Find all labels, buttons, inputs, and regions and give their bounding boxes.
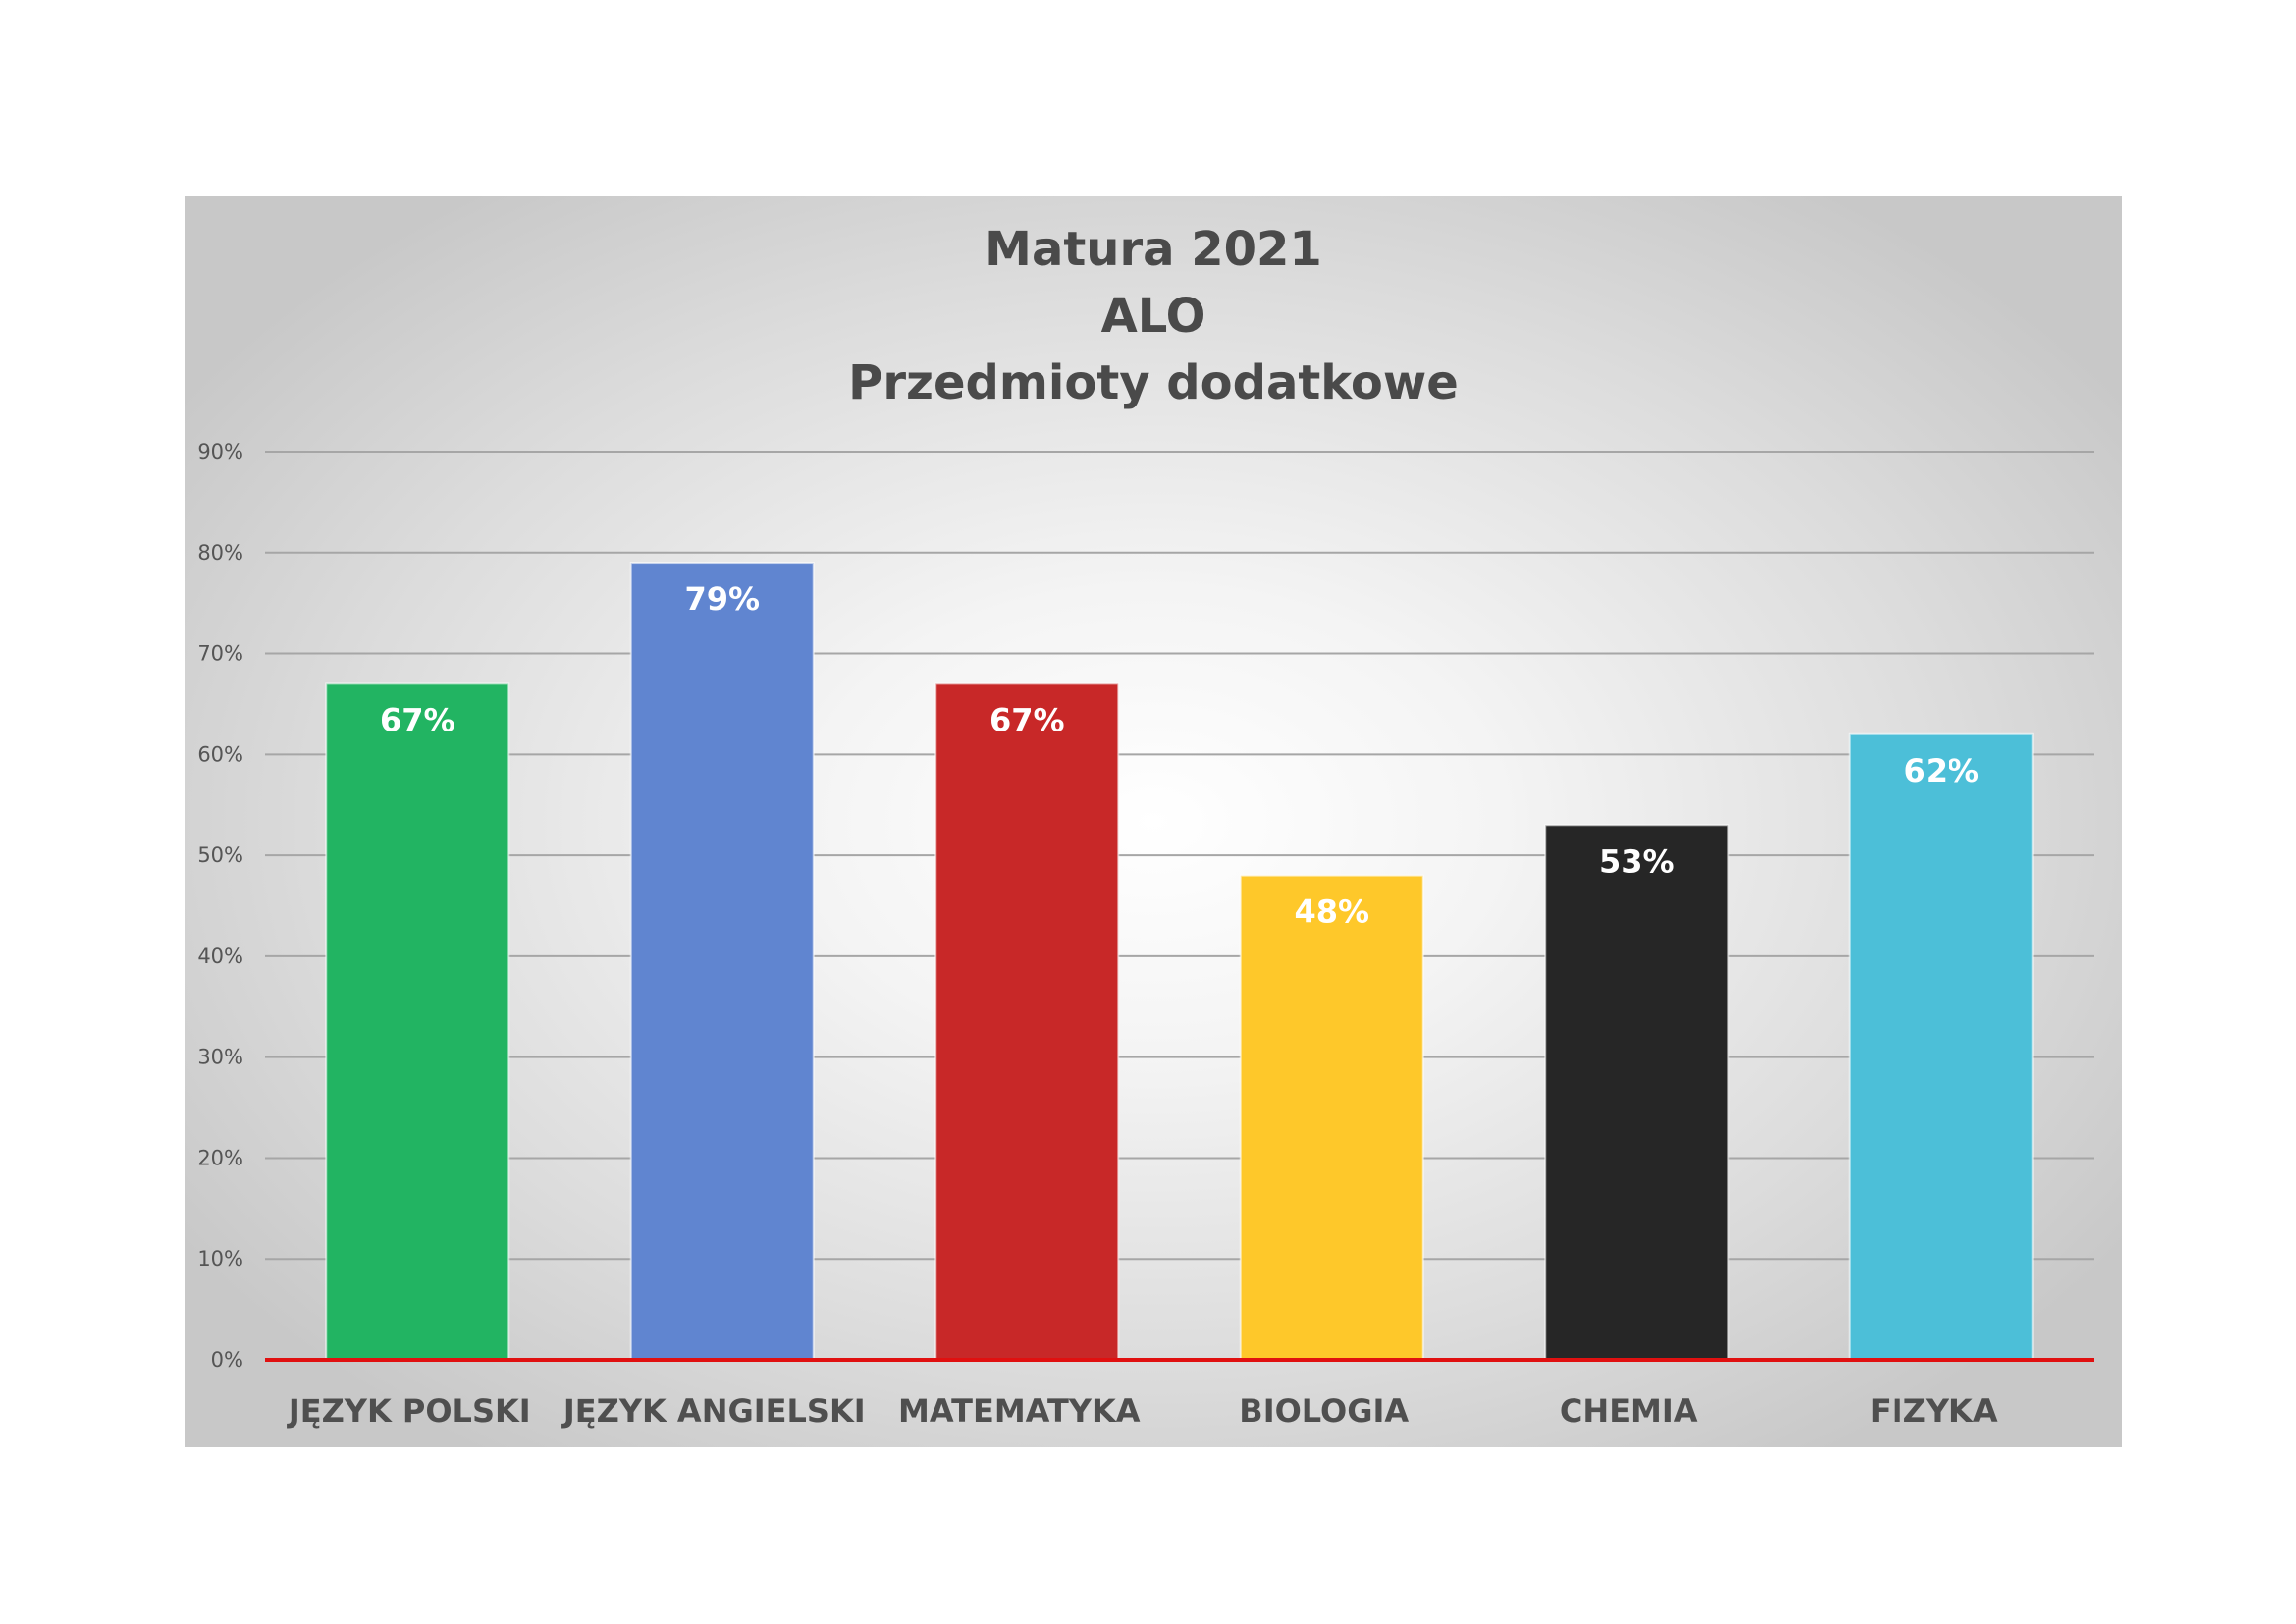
data-labels: 67% 79% 67% 48% 53% 62% — [380, 580, 1979, 931]
x-tick-label: BIOLOGIA — [1239, 1392, 1409, 1430]
y-tick-label: 40% — [197, 945, 243, 968]
data-label: 79% — [684, 580, 760, 618]
y-tick-label: 0% — [211, 1348, 243, 1372]
bar — [629, 562, 815, 1361]
y-tick-label: 80% — [197, 541, 243, 565]
y-tick-label: 90% — [197, 440, 243, 463]
data-label: 48% — [1294, 893, 1369, 931]
x-tick-label: JĘZYK ANGIELSKI — [561, 1392, 866, 1430]
x-tick-label: FIZYKA — [1870, 1392, 1998, 1430]
gridlines — [265, 451, 2094, 1261]
bar — [1239, 874, 1424, 1362]
bar — [934, 682, 1120, 1361]
y-tick-label: 20% — [197, 1146, 243, 1169]
x-tick-label: MATEMATYKA — [898, 1392, 1141, 1430]
y-tick-label: 10% — [197, 1247, 243, 1271]
y-tick-label: 60% — [197, 742, 243, 766]
data-label: 53% — [1599, 842, 1675, 880]
data-label: 62% — [1903, 752, 1979, 789]
x-tick-label: JĘZYK POLSKI — [287, 1392, 531, 1430]
chart-area: Matura 2021 ALO Przedmioty dodatkowe 0% 1… — [185, 196, 2122, 1447]
bar — [1848, 732, 2034, 1361]
bar — [325, 682, 510, 1361]
chart-title: Matura 2021 ALO Przedmioty dodatkowe — [848, 222, 1459, 410]
y-tick-label: 70% — [197, 642, 243, 666]
bar-chart: Matura 2021 ALO Przedmioty dodatkowe 0% 1… — [197, 222, 2094, 1430]
x-axis-tick-labels: JĘZYK POLSKI JĘZYK ANGIELSKI MATEMATYKA BIO… — [287, 1392, 1998, 1430]
data-label: 67% — [989, 701, 1065, 738]
chart-title-line-2: ALO — [1101, 289, 1206, 344]
bars — [325, 562, 2034, 1362]
y-tick-label: 30% — [197, 1046, 243, 1069]
x-tick-label: CHEMIA — [1560, 1392, 1698, 1430]
bar — [1544, 824, 1730, 1361]
data-label: 67% — [380, 701, 455, 738]
chart-title-line-3: Przedmioty dodatkowe — [848, 355, 1459, 410]
chart-title-line-1: Matura 2021 — [985, 222, 1322, 277]
y-axis-tick-labels: 0% 10% 20% 30% 40% 50% 60% 70% 80% 90% — [197, 440, 243, 1372]
y-tick-label: 50% — [197, 843, 243, 867]
